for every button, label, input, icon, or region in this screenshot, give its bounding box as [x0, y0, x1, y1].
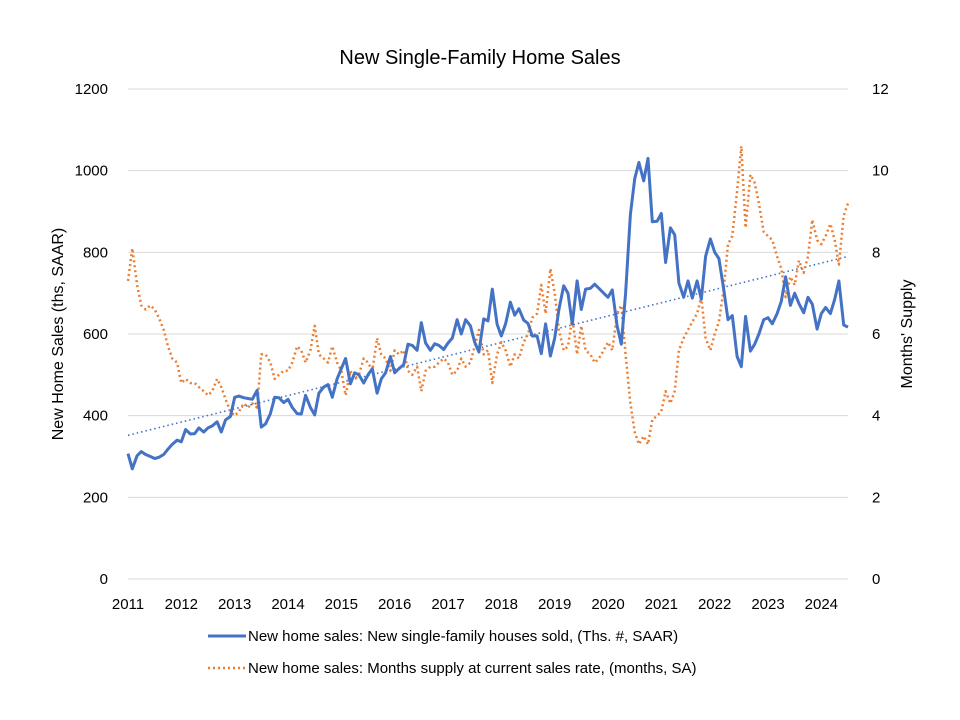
legend-label-sales: New home sales: New single-family houses… — [248, 628, 678, 645]
y2-tick-label: 10 — [872, 163, 889, 180]
y2-tick-label: 8 — [872, 244, 880, 261]
x-tick-label: 2014 — [271, 596, 304, 613]
x-tick-label: 2019 — [538, 596, 571, 613]
y-axis-ticks: 0 200 400 600 800 1000 1200 — [75, 81, 108, 588]
series-line-home-sales — [126, 156, 849, 471]
legend-label-supply: New home sales: Months supply at current… — [248, 660, 697, 677]
series-layer — [126, 144, 850, 471]
y2-axis-ticks: 0 2 4 6 8 10 12 — [872, 81, 889, 588]
y-tick-label: 600 — [83, 326, 108, 343]
x-tick-label: 2017 — [431, 596, 464, 613]
x-tick-label: 2011 — [112, 596, 144, 613]
x-axis-ticks: 2011 2012 2013 2014 2015 2016 2017 2018 2019 2020… — [112, 596, 838, 613]
x-tick-label: 2023 — [751, 596, 784, 613]
y2-tick-label: 6 — [872, 326, 880, 343]
x-tick-label: 2015 — [325, 596, 358, 613]
y-tick-label: 800 — [83, 244, 108, 261]
y2-tick-label: 2 — [872, 489, 880, 506]
y2-tick-label: 12 — [872, 81, 889, 98]
chart-title: New Single-Family Home Sales — [339, 47, 620, 69]
series-line-months-supply — [126, 144, 850, 446]
y-tick-label: 200 — [83, 489, 108, 506]
x-tick-label: 2013 — [218, 596, 251, 613]
y2-axis-title: Months' Supply — [899, 280, 916, 389]
gridlines — [128, 88, 848, 580]
y2-tick-label: 4 — [872, 408, 880, 425]
x-tick-label: 2018 — [485, 596, 518, 613]
x-tick-label: 2016 — [378, 596, 411, 613]
legend: New home sales: New single-family houses… — [208, 628, 697, 677]
y-tick-label: 400 — [83, 408, 108, 425]
y-tick-label: 1000 — [75, 163, 108, 180]
y2-tick-label: 0 — [872, 571, 880, 588]
y-tick-label: 0 — [100, 571, 108, 588]
y-axis-title: New Home Sales (ths, SAAR) — [50, 228, 67, 441]
trendline — [127, 255, 849, 437]
x-tick-label: 2022 — [698, 596, 731, 613]
y-tick-label: 1200 — [75, 81, 108, 98]
x-tick-label: 2024 — [805, 596, 838, 613]
x-tick-label: 2020 — [591, 596, 624, 613]
x-tick-label: 2021 — [645, 596, 678, 613]
x-tick-label: 2012 — [165, 596, 198, 613]
